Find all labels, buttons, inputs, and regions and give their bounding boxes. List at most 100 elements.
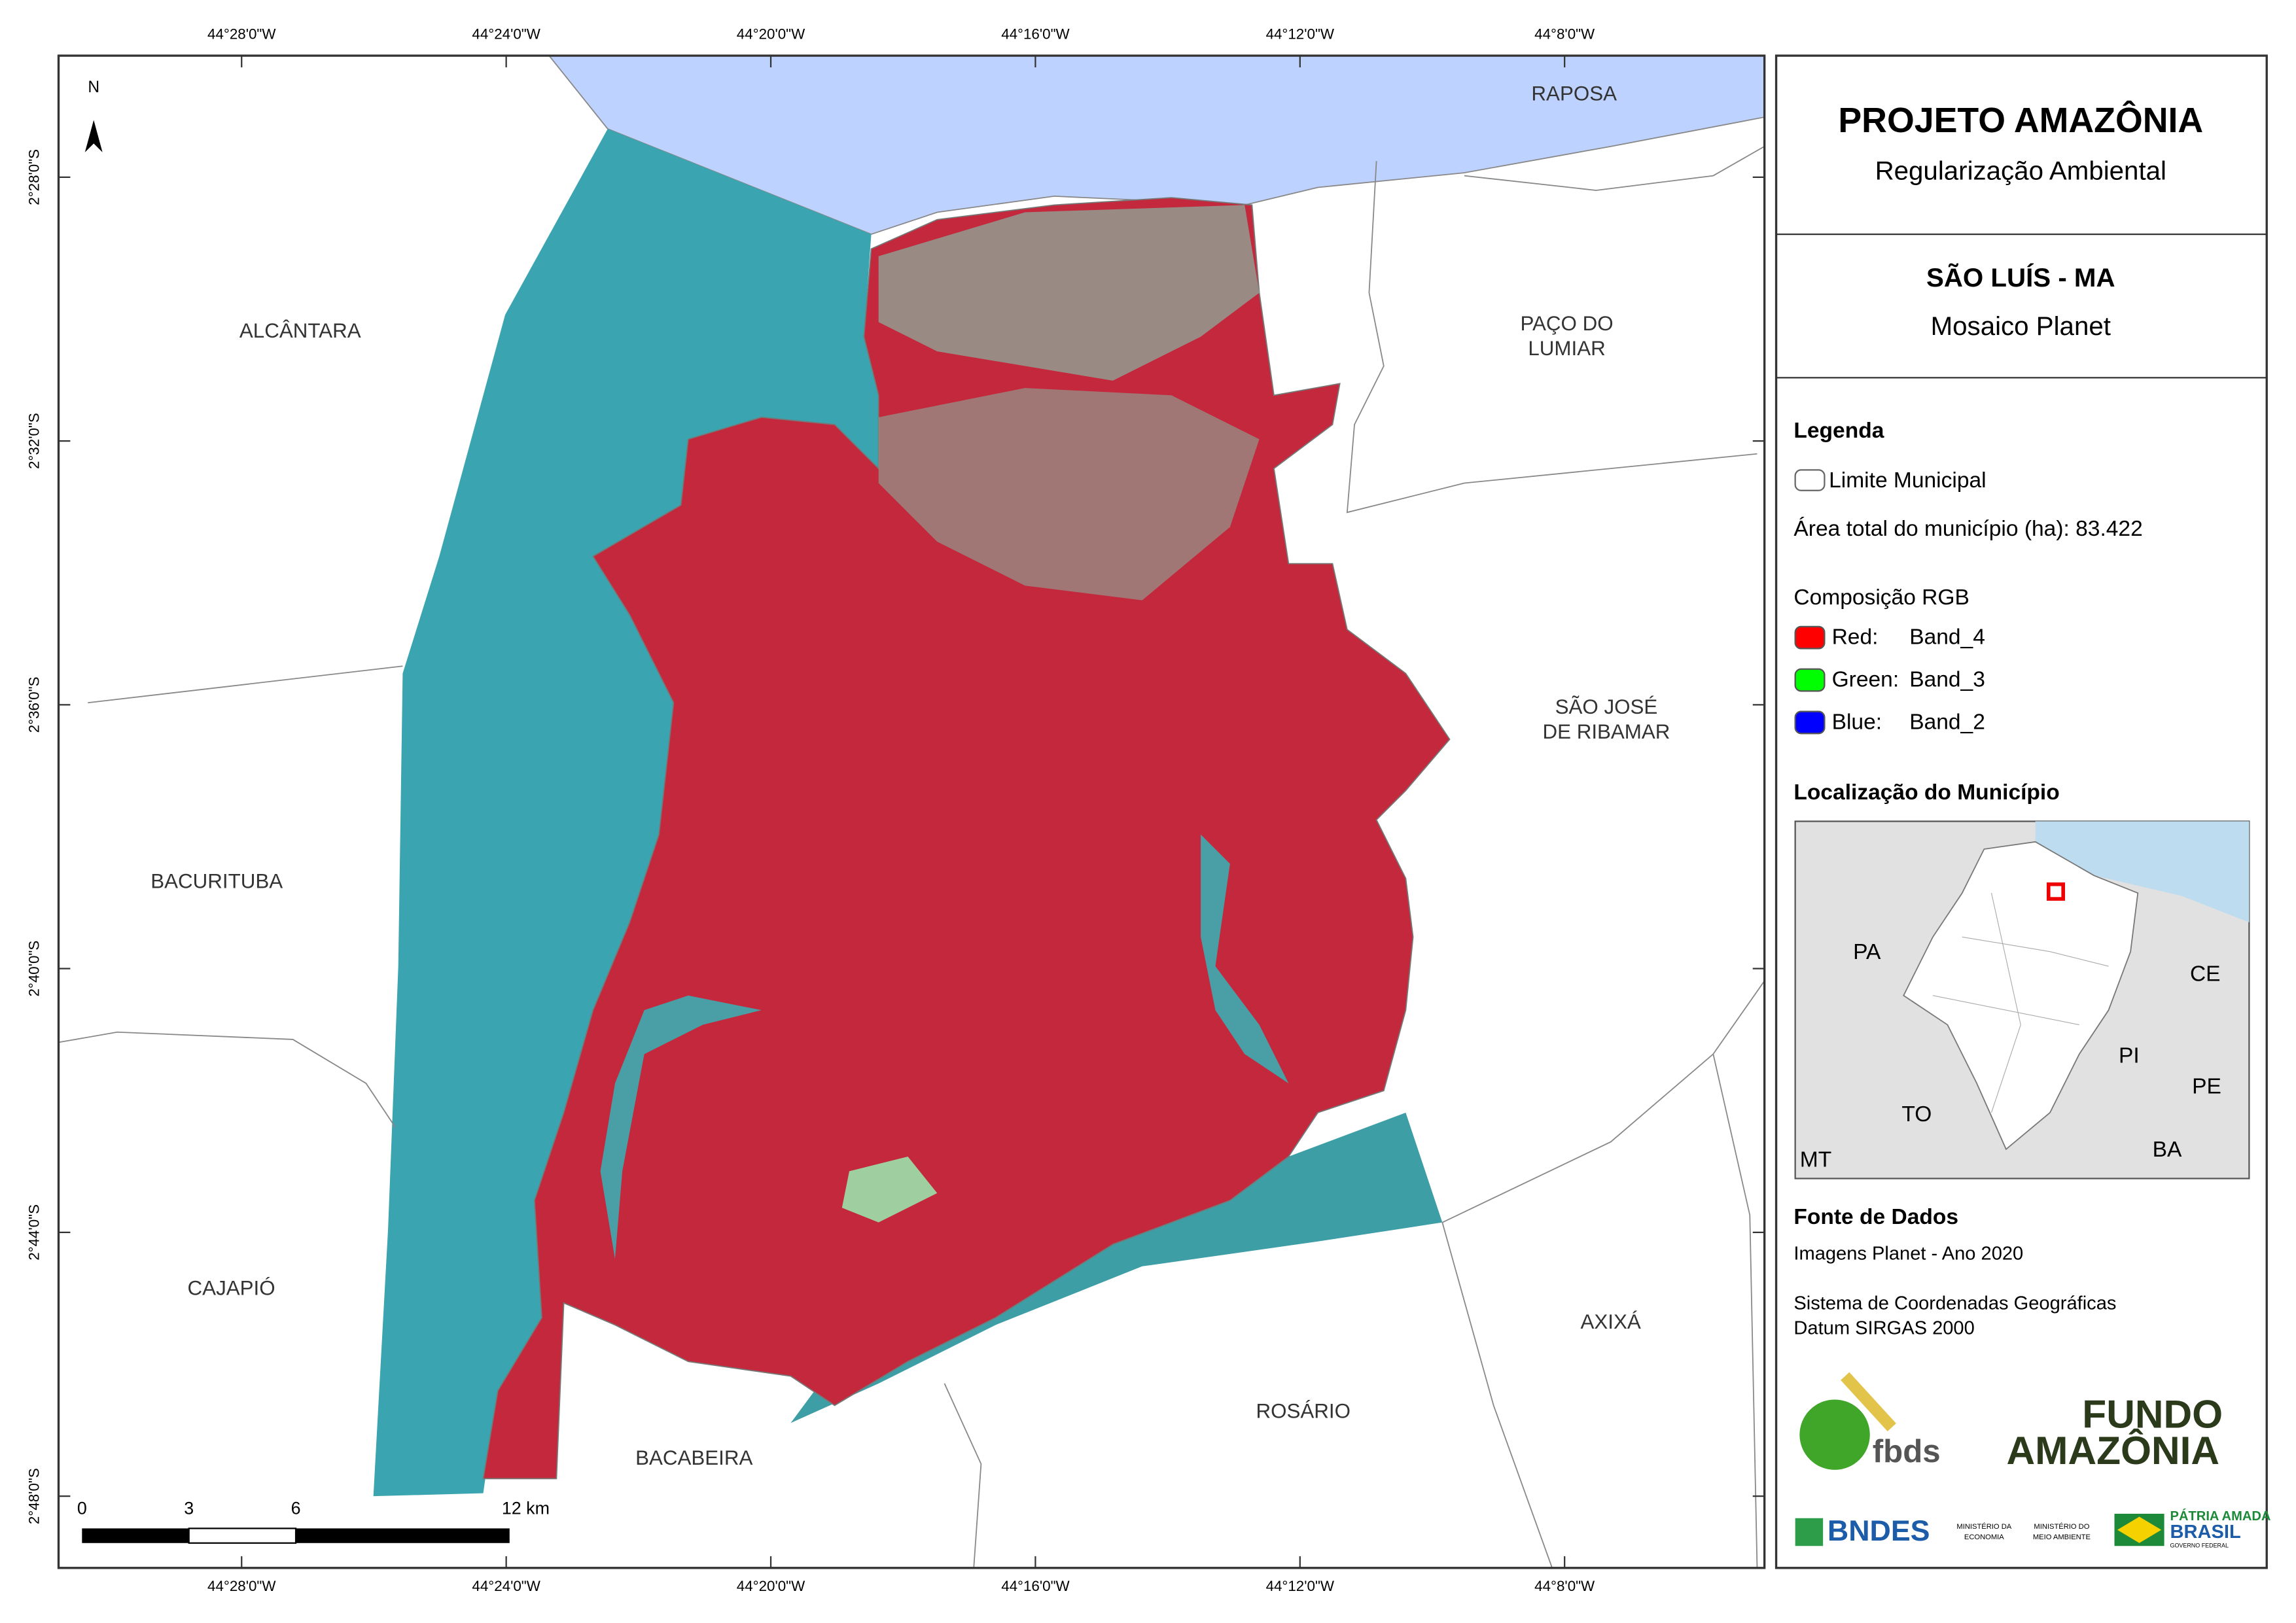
ministry-text: ECONOMIA	[1964, 1533, 2004, 1541]
logos: fbds FUNDO AMAZÔNIA BNDES MINISTÉRIO DA …	[1795, 1372, 2271, 1549]
legend-boundary: Limite Municipal	[1829, 468, 1987, 493]
map-frame: N	[57, 54, 1766, 1569]
source-line: Imagens Planet - Ano 2020	[1793, 1244, 2023, 1265]
urban-area	[878, 388, 1260, 601]
bndes-mark	[1795, 1518, 1824, 1546]
longitude-label: 44°28'0"W	[207, 26, 276, 43]
longitude-label: 44°8'0"W	[1534, 26, 1595, 43]
municipality-line: ALCÂNTARA	[239, 319, 361, 342]
latitude-label: 2°48'0"S	[26, 1468, 43, 1524]
band-name: Band_3	[1909, 668, 1985, 692]
municipality-label: AXIXÁ	[1581, 1310, 1641, 1333]
fbds-logo	[1799, 1399, 1870, 1470]
bay-water	[790, 1112, 1443, 1423]
band-name: Band_4	[1909, 625, 1985, 650]
fundo-text: AMAZÔNIA	[2007, 1428, 2219, 1473]
subtitle: Regularização Ambiental	[1875, 156, 2166, 186]
longitude-label: 44°24'0"W	[472, 1578, 540, 1594]
state-label: PE	[2192, 1075, 2221, 1099]
latitude-label: 2°32'0"S	[26, 413, 43, 469]
latitude-label: 2°40'0"S	[26, 941, 43, 997]
inset-municipalities	[1932, 893, 2109, 1113]
north-label: N	[88, 79, 99, 96]
product: Mosaico Planet	[1931, 311, 2111, 341]
inset-ocean	[2035, 821, 2250, 922]
band-name: Band_2	[1909, 710, 1985, 734]
longitude-label: 44°8'0"W	[1534, 1578, 1595, 1594]
fbds-text: fbds	[1873, 1433, 1941, 1469]
latitude-label: 2°28'0"S	[26, 149, 43, 205]
state-label: PI	[2119, 1044, 2140, 1068]
band-swatch	[1794, 710, 1826, 735]
municipality-label: ALCÂNTARA	[239, 319, 361, 342]
location-marker	[2047, 882, 2065, 901]
band-channel: Green:	[1832, 668, 1899, 692]
state-label: PA	[1853, 940, 1881, 964]
legend-title: Legenda	[1793, 419, 1884, 443]
longitude-label: 44°28'0"W	[207, 1578, 276, 1594]
municipality-line: SÃO JOSÉ	[1555, 695, 1658, 718]
band-swatch	[1794, 625, 1826, 650]
ministry-text: MINISTÉRIO DA	[1956, 1522, 2011, 1531]
municipality-line: ROSÁRIO	[1256, 1400, 1350, 1423]
scale-segment	[296, 1528, 510, 1543]
ministry-text: MEIO AMBIENTE	[2033, 1533, 2091, 1541]
municipality-label: RAPOSA	[1531, 82, 1617, 105]
location-inset: PA CE PI PE TO BA MT	[1794, 820, 2250, 1179]
sources-title: Fonte de Dados	[1793, 1205, 1958, 1229]
municipal-boundary	[58, 146, 1765, 1568]
brasil-text: BRASIL	[2170, 1522, 2241, 1543]
scale-bar	[82, 1527, 510, 1544]
scale-segment	[82, 1528, 189, 1543]
brasil-text: PÁTRIA AMADA	[2170, 1509, 2271, 1524]
band-channel: Red:	[1832, 625, 1879, 650]
scale-label: 3	[184, 1498, 194, 1518]
urban-area	[878, 205, 1260, 381]
scale-label: 12 km	[502, 1498, 550, 1518]
municipality-line: DE RIBAMAR	[1542, 721, 1670, 744]
ministry-text: MINISTÉRIO DO	[2034, 1522, 2089, 1531]
longitude-label: 44°24'0"W	[472, 26, 540, 43]
source-line: Datum SIRGAS 2000	[1793, 1318, 1974, 1339]
panel-border	[1775, 54, 2268, 1569]
inset-state	[1903, 841, 2139, 1151]
municipality-line: LUMIAR	[1528, 337, 1605, 360]
brasil-text: GOVERNO FEDERAL	[2170, 1543, 2229, 1549]
latitude-label: 2°36'0"S	[26, 676, 43, 733]
band-channel: Blue:	[1832, 710, 1882, 734]
fundo-text: FUNDO	[2082, 1391, 2223, 1436]
longitude-label: 44°12'0"W	[1266, 26, 1335, 43]
source-line: Sistema de Coordenadas Geográficas	[1793, 1293, 2116, 1314]
longitude-label: 44°20'0"W	[737, 26, 805, 43]
river	[1201, 834, 1289, 1084]
state-label: TO	[1901, 1102, 1932, 1126]
municipality-label: PAÇO DO LUMIAR	[1520, 312, 1613, 360]
longitude-label: 44°20'0"W	[737, 1578, 805, 1594]
longitude-label: 44°12'0"W	[1266, 1578, 1335, 1594]
municipality-line: PAÇO DO	[1520, 312, 1613, 335]
longitude-label: 44°16'0"W	[1001, 1578, 1070, 1594]
location-title: Localização do Município	[1793, 780, 2059, 805]
municipality-line: RAPOSA	[1531, 82, 1617, 105]
title: PROJETO AMAZÔNIA	[1838, 100, 2203, 140]
scale-segment	[188, 1527, 297, 1544]
scale-label: 0	[77, 1498, 87, 1518]
brasil-flag	[2117, 1516, 2162, 1543]
state-label: CE	[2190, 962, 2221, 986]
side-panel: PROJETO AMAZÔNIA Regularização Ambiental…	[1775, 54, 2271, 1569]
municipality-label: SÃO JOSÉ DE RIBAMAR	[1542, 695, 1670, 743]
municipality-label: BACURITUBA	[150, 870, 283, 893]
municipality-line: BACURITUBA	[150, 870, 283, 893]
frame-border	[57, 54, 1766, 1569]
latitude-label: 2°44'0"S	[26, 1204, 43, 1261]
rgb-title: Composição RGB	[1793, 585, 1969, 610]
bndes-text: BNDES	[1828, 1514, 1930, 1547]
place: SÃO LUÍS - MA	[1926, 262, 2115, 292]
boundary-swatch	[1794, 469, 1826, 491]
state-label: BA	[2153, 1138, 2182, 1162]
ponds	[841, 1156, 938, 1223]
north-arrow	[84, 120, 103, 152]
tidal-water	[373, 128, 879, 1497]
scale-label: 6	[291, 1498, 301, 1518]
